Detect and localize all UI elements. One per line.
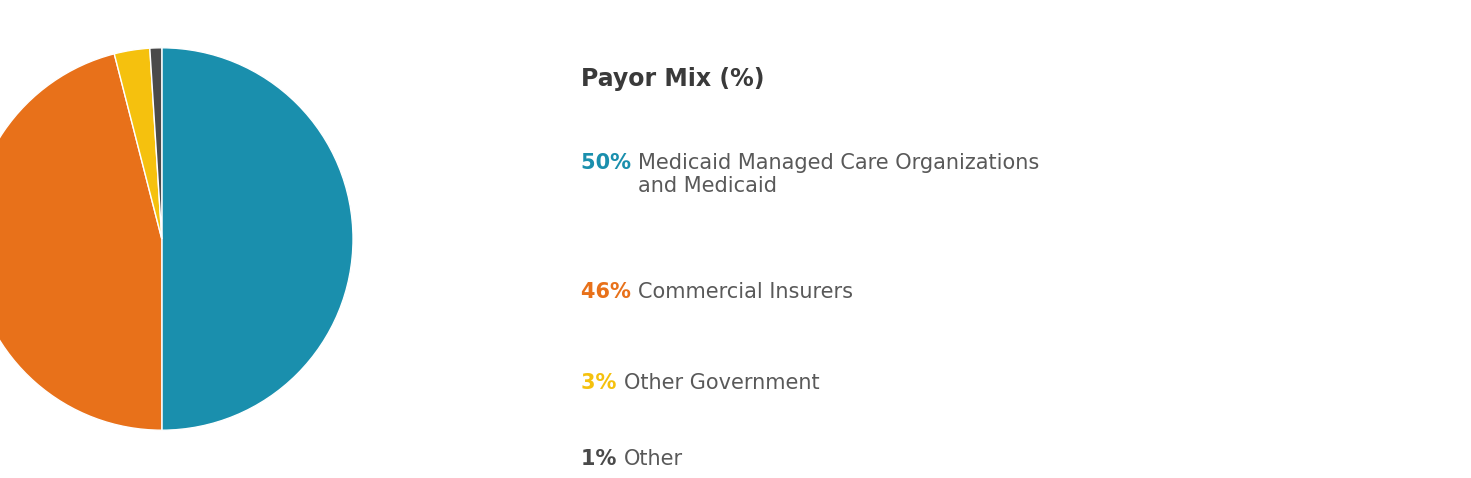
Text: 1%: 1%	[581, 449, 624, 469]
Text: Commercial Insurers: Commercial Insurers	[638, 282, 853, 302]
Wedge shape	[115, 48, 162, 239]
Text: 50%: 50%	[581, 153, 638, 173]
Wedge shape	[162, 48, 353, 430]
Wedge shape	[0, 54, 162, 430]
Text: Other: Other	[624, 449, 683, 469]
Text: 3%: 3%	[581, 373, 624, 393]
Text: Payor Mix (%): Payor Mix (%)	[581, 67, 765, 91]
Text: Medicaid Managed Care Organizations
and Medicaid: Medicaid Managed Care Organizations and …	[638, 153, 1040, 196]
Wedge shape	[150, 48, 162, 239]
Text: 46%: 46%	[581, 282, 638, 302]
Text: Other Government: Other Government	[624, 373, 819, 393]
